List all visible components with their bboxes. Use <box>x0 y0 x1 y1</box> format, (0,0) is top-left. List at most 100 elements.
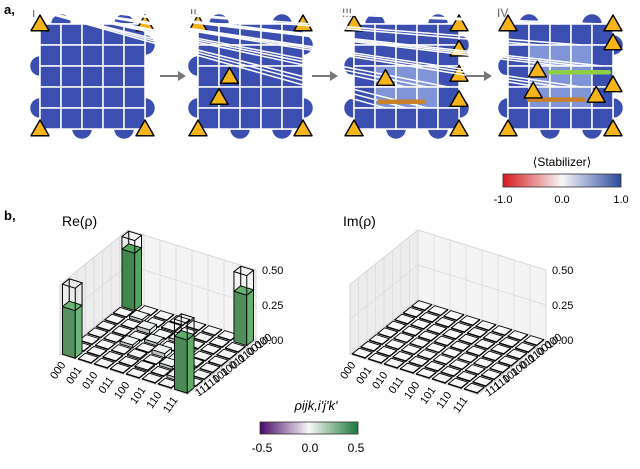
bar-face-top <box>399 362 421 374</box>
bar-face-top <box>465 345 487 356</box>
plaquette <box>395 107 418 130</box>
bar <box>86 345 108 358</box>
z-tick-label: 0.25 <box>552 300 573 312</box>
bar-face-top <box>402 306 424 318</box>
bar-face-top <box>368 334 390 345</box>
bar-face-top <box>408 355 430 367</box>
boundary-plaquette <box>538 128 562 141</box>
bar-face-right <box>134 246 143 312</box>
bar-face-top <box>432 354 454 365</box>
bar <box>207 355 229 367</box>
bar-face-top <box>410 318 432 330</box>
plaquette <box>81 107 104 130</box>
bar-face-top <box>507 330 529 341</box>
plaquette <box>60 86 83 109</box>
bar <box>134 360 156 373</box>
anyon-triangle <box>293 119 313 137</box>
bar <box>442 328 464 341</box>
plaquette <box>260 86 283 109</box>
rho-tick-max: 0.5 <box>348 441 365 455</box>
bar-face-top <box>415 367 437 379</box>
panel-a-label: a, <box>4 2 15 17</box>
bar <box>410 318 432 331</box>
boundary-plaquette <box>112 128 136 141</box>
bar <box>426 323 448 336</box>
bar <box>448 359 470 371</box>
boundary-plaquette <box>28 96 41 120</box>
plaquette <box>39 86 62 109</box>
bar-face-top <box>77 352 99 364</box>
plaquette <box>39 44 62 67</box>
bar-face-right <box>74 304 83 360</box>
bar-face-top <box>490 343 512 355</box>
anyon-triangle <box>523 81 543 99</box>
z-tick-label: 0.50 <box>552 265 573 277</box>
bar-face-top <box>94 339 116 350</box>
bar-face-top <box>135 342 157 353</box>
panel-b-label: b, <box>4 208 16 223</box>
bar-face-top <box>208 336 230 348</box>
bar-face-top <box>416 349 438 360</box>
boundary-plaquette <box>580 128 604 141</box>
bar-face-top <box>514 341 536 353</box>
bar <box>465 345 487 357</box>
anyon-triangle <box>188 119 208 137</box>
bar <box>232 265 255 347</box>
bar-face-top <box>491 325 513 336</box>
bar <box>474 338 496 351</box>
bar-face-top <box>392 350 414 362</box>
bar-face-top <box>351 347 373 359</box>
bar <box>393 332 415 344</box>
bar <box>481 350 503 362</box>
bar <box>118 355 140 368</box>
bar-face-top <box>192 331 214 343</box>
bar-face-top <box>459 315 481 326</box>
bar-face-top <box>102 350 124 362</box>
bar <box>153 310 175 322</box>
lattice-stage-1 <box>28 12 157 141</box>
bar <box>367 352 389 365</box>
bar <box>109 362 131 375</box>
wall-gridline <box>417 229 547 271</box>
bar <box>475 320 497 332</box>
bar <box>490 343 512 356</box>
bar-face-top <box>127 330 149 341</box>
plaquette <box>281 86 304 109</box>
bar <box>402 306 424 319</box>
bar <box>383 357 405 370</box>
bar-face-top <box>112 306 134 318</box>
im-rho-title: Im(ρ) <box>343 213 376 229</box>
lattice-stage-4 <box>0 0 625 141</box>
bar <box>392 350 414 363</box>
bar-face-top <box>207 355 229 366</box>
bar-face-top <box>449 340 471 351</box>
bar-face-top <box>385 320 407 331</box>
plaquette <box>374 107 397 130</box>
bar <box>409 337 431 349</box>
plaquette <box>102 44 125 67</box>
bar <box>112 306 134 319</box>
bar <box>464 364 486 376</box>
anyon-triangle <box>586 85 606 103</box>
bar <box>456 370 478 383</box>
re-rho-chart: 0.500.250.000000010100111001011101110000… <box>48 229 283 415</box>
boundary-plaquette <box>384 128 408 141</box>
stage-label-1: I <box>32 6 35 20</box>
bar <box>472 375 494 388</box>
bar-face-top <box>134 360 156 371</box>
bar-face-top <box>457 352 479 363</box>
bar-face-top <box>458 333 480 345</box>
bar <box>400 344 422 356</box>
plaquette <box>39 65 62 88</box>
anyon-triangle <box>30 119 50 137</box>
bar-face-top <box>142 354 164 365</box>
anyon-triangle <box>219 66 240 84</box>
plaquette <box>60 44 83 67</box>
bar-face-top <box>153 310 175 321</box>
rho-colorbar-title: ρijk,i'j'k' <box>293 398 338 413</box>
bar <box>360 340 382 353</box>
plaquette <box>218 107 241 130</box>
bar-face-top <box>456 370 478 382</box>
bar <box>385 320 407 332</box>
